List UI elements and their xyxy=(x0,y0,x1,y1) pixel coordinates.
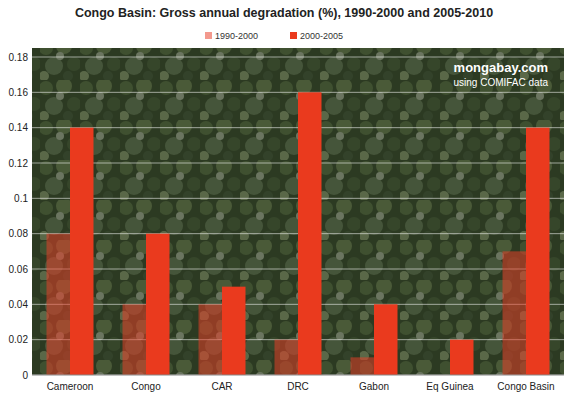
x-tick-label: Cameroon xyxy=(47,381,94,392)
grid-line xyxy=(32,375,564,376)
y-tick-label: 0.06 xyxy=(9,264,29,275)
bar xyxy=(146,234,170,375)
watermark: mongabay.com xyxy=(454,60,548,75)
y-tick-label: 0.18 xyxy=(9,52,29,63)
y-tick-label: 0 xyxy=(22,370,28,381)
watermark-source: using COMIFAC data xyxy=(454,77,549,88)
bar xyxy=(275,340,299,375)
x-axis xyxy=(32,375,564,376)
y-tick-label: 0.12 xyxy=(9,158,29,169)
bar xyxy=(351,357,375,375)
plot-background xyxy=(32,48,564,375)
bar xyxy=(526,128,550,375)
title: Congo Basin: Gross annual degradation (%… xyxy=(75,6,493,20)
bar xyxy=(199,304,223,375)
legend-label: 2000-2005 xyxy=(300,31,343,41)
y-tick-label: 0.02 xyxy=(9,334,29,345)
x-tick-label: Eq Guinea xyxy=(426,381,474,392)
x-tick-label: Gabon xyxy=(359,381,389,392)
bar xyxy=(374,304,398,375)
bar xyxy=(298,92,322,375)
bar xyxy=(503,251,527,375)
y-tick-label: 0.04 xyxy=(9,299,29,310)
bars xyxy=(47,92,550,375)
chart: Congo Basin: Gross annual degradation (%… xyxy=(0,0,568,396)
y-tick-label: 0.1 xyxy=(14,193,28,204)
page-background xyxy=(0,0,568,396)
legend-label: 1990-2000 xyxy=(215,31,258,41)
bar xyxy=(70,128,94,375)
bar xyxy=(47,234,71,375)
bar xyxy=(222,287,246,375)
legend-swatch xyxy=(205,32,212,39)
bar xyxy=(123,304,147,375)
y-tick-label: 0.16 xyxy=(9,87,29,98)
x-tick-label: Congo xyxy=(131,381,161,392)
x-tick-label: CAR xyxy=(211,381,232,392)
x-tick-label: Congo Basin xyxy=(497,381,554,392)
bar xyxy=(450,340,474,375)
x-tick-label: DRC xyxy=(287,381,309,392)
legend-swatch xyxy=(290,32,297,39)
y-tick-label: 0.14 xyxy=(9,122,29,133)
grid-line xyxy=(32,57,564,58)
y-tick-label: 0.08 xyxy=(9,228,29,239)
